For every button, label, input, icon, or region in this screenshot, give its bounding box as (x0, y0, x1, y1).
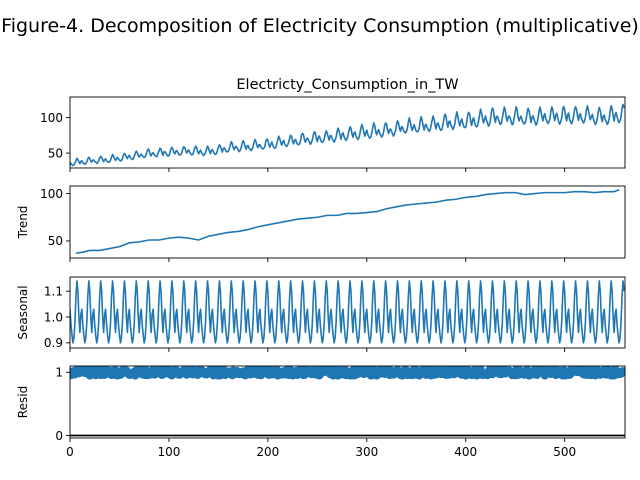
y-tick-label: 1.1 (44, 285, 63, 299)
x-tick-label: 400 (454, 445, 477, 459)
seasonal-panel: 0.9 1.0 1.1 Seasonal (16, 276, 626, 352)
y-tick-label: 100 (40, 111, 63, 125)
resid-points (70, 366, 625, 380)
x-tick-label: 0 (66, 445, 74, 459)
seasonal-series-line (70, 280, 625, 344)
resid-ylabel: Resid (16, 386, 30, 418)
y-tick-label: 1 (55, 366, 63, 380)
y-tick-label: 0.9 (44, 336, 63, 350)
trend-axes-frame (69, 185, 626, 259)
observed-series-line (70, 103, 625, 167)
x-tick-label: 300 (355, 445, 378, 459)
resid-point (619, 367, 625, 376)
figure-suptitle: Figure-4. Decomposition of Electricity C… (1, 15, 639, 37)
y-tick-label: 100 (40, 187, 63, 201)
observed-axes-frame (69, 96, 626, 169)
seasonal-axes-frame (69, 276, 626, 349)
trend-panel: 50 100 Trend (16, 185, 626, 262)
seasonal-ylabel: Seasonal (16, 285, 30, 339)
panels: 50100Electricty_Consumption_in_TW50100Tr… (16, 77, 626, 459)
observed-panel: 50 100 Electricty_Consumption_in_TW (40, 77, 626, 172)
x-tick-label: 200 (256, 445, 279, 459)
trend-ylabel: Trend (16, 206, 30, 240)
x-tick-label: 100 (157, 445, 180, 459)
x-tick-label: 500 (553, 445, 576, 459)
y-tick-label: 0 (55, 429, 63, 443)
y-tick-label: 1.0 (44, 310, 63, 324)
trend-series-line (75, 189, 620, 255)
y-tick-label: 50 (48, 146, 63, 160)
resid-axes-frame (69, 365, 626, 439)
y-tick-label: 50 (48, 234, 63, 248)
observed-title: Electricty_Consumption_in_TW (236, 77, 458, 93)
resid-panel: 0 1 0 100 200 300 400 500 Resid (16, 365, 626, 459)
